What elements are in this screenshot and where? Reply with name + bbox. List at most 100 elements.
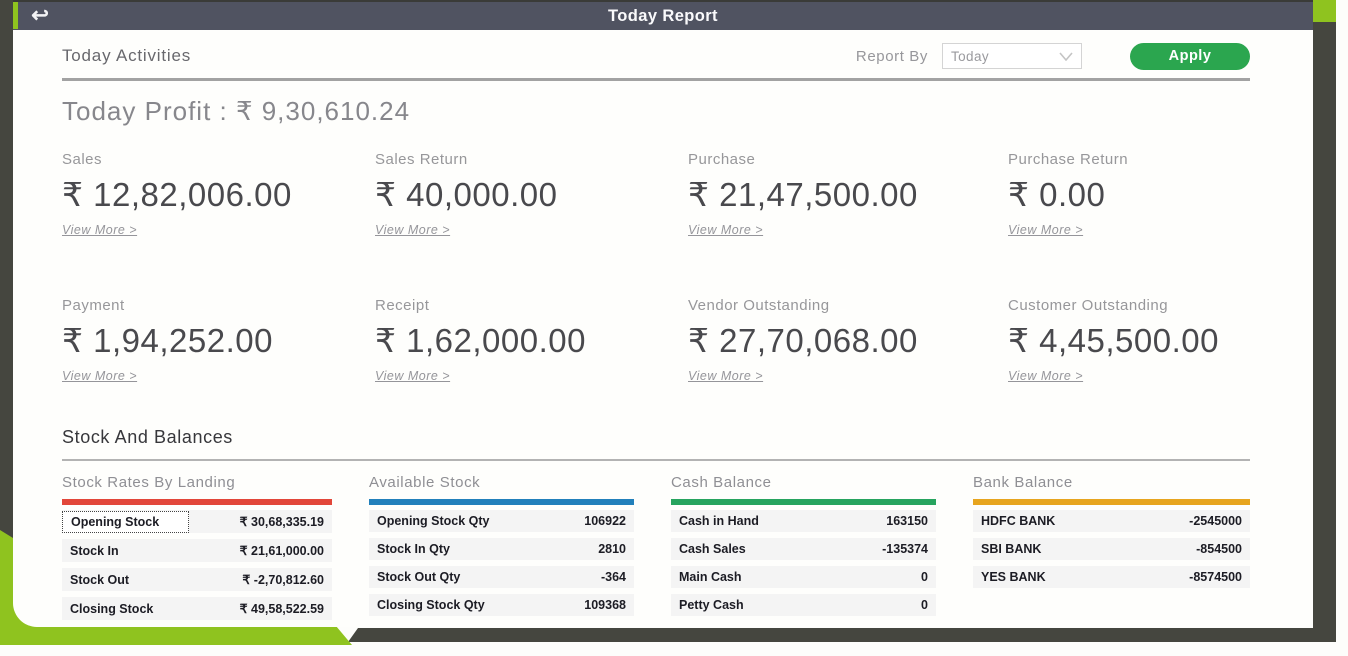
- chevron-down-icon: [1059, 51, 1073, 61]
- row-value: -2545000: [1189, 514, 1242, 528]
- row-label: HDFC BANK: [981, 514, 1056, 528]
- row-label: Cash Sales: [679, 542, 746, 556]
- green-corner-top-right: [1313, 0, 1336, 22]
- row-label: Stock In Qty: [377, 542, 450, 556]
- table-row[interactable]: Cash in Hand 163150: [671, 510, 936, 532]
- row-value: ₹ 30,68,335.19: [239, 515, 324, 529]
- table-row[interactable]: HDFC BANK -2545000: [973, 510, 1250, 532]
- table-row[interactable]: Cash Sales -135374: [671, 538, 936, 560]
- view-more-link[interactable]: View More >: [375, 223, 451, 237]
- row-value: 106922: [584, 514, 626, 528]
- metric-value: ₹ 4,45,500.00: [1008, 322, 1219, 359]
- metric-sales-return: Sales Return ₹ 40,000.00 View More >: [375, 151, 688, 239]
- row-value: ₹ 49,58,522.59: [239, 602, 324, 616]
- view-more-link[interactable]: View More >: [1008, 223, 1084, 237]
- row-label: Petty Cash: [679, 598, 744, 612]
- row-label: Stock Out: [70, 572, 130, 587]
- bottom-band-dark: [348, 628, 1336, 642]
- metric-purchase-return: Purchase Return ₹ 0.00 View More >: [1008, 151, 1250, 239]
- report-by-selected-value: Today: [951, 48, 990, 64]
- table-row[interactable]: Stock In ₹ 21,61,000.00: [62, 539, 332, 562]
- table-available-stock: Available Stock Opening Stock Qty 106922…: [369, 474, 634, 626]
- section-title-today-activities: Today Activities: [62, 46, 192, 65]
- apply-button[interactable]: Apply: [1130, 42, 1250, 70]
- row-value: -364: [600, 570, 626, 584]
- metric-label: Payment: [62, 297, 125, 314]
- metric-value: ₹ 1,62,000.00: [375, 322, 586, 359]
- metric-value: ₹ 21,47,500.00: [688, 176, 918, 213]
- back-icon[interactable]: ↩: [31, 4, 49, 27]
- table-row[interactable]: Closing Stock Qty 109368: [369, 594, 634, 616]
- view-more-link[interactable]: View More >: [688, 223, 764, 237]
- row-value: -854500: [1196, 542, 1242, 556]
- table-accent-bar: [973, 499, 1250, 505]
- metric-receipt: Receipt ₹ 1,62,000.00 View More >: [375, 297, 688, 385]
- metric-customer-outstanding: Customer Outstanding ₹ 4,45,500.00 View …: [1008, 297, 1250, 385]
- table-row[interactable]: Petty Cash 0: [671, 594, 936, 616]
- row-value: 163150: [886, 514, 928, 528]
- row-label: YES BANK: [981, 570, 1046, 584]
- metric-label: Customer Outstanding: [1008, 297, 1169, 314]
- table-cash-balance: Cash Balance Cash in Hand 163150 Cash Sa…: [671, 474, 936, 626]
- table-title: Stock Rates By Landing: [62, 474, 236, 491]
- report-card: Today Activities Report By Today Apply T…: [13, 30, 1313, 627]
- table-row[interactable]: Opening Stock Qty 106922: [369, 510, 634, 532]
- stock-section-divider: [62, 459, 1250, 461]
- row-value: 109368: [584, 598, 626, 612]
- row-value: 0: [921, 598, 928, 612]
- metric-value: ₹ 12,82,006.00: [62, 176, 292, 213]
- table-row[interactable]: Main Cash 0: [671, 566, 936, 588]
- report-by-label: Report By: [855, 47, 928, 65]
- metric-label: Sales Return: [375, 151, 468, 168]
- table-accent-bar: [369, 499, 634, 505]
- metric-sales: Sales ₹ 12,82,006.00 View More >: [62, 151, 375, 239]
- metric-purchase: Purchase ₹ 21,47,500.00 View More >: [688, 151, 1008, 239]
- frame-left-strip: [0, 0, 13, 642]
- metric-label: Sales: [62, 151, 103, 168]
- today-profit-heading: Today Profit : ₹ 9,30,610.24: [62, 96, 411, 126]
- toolbar: Today Activities Report By Today Apply: [62, 42, 1250, 70]
- table-title: Available Stock: [369, 474, 481, 491]
- metric-label: Purchase: [688, 151, 756, 168]
- metric-value: ₹ 40,000.00: [375, 176, 558, 213]
- table-row[interactable]: Stock In Qty 2810: [369, 538, 634, 560]
- row-label: Opening Stock Qty: [377, 514, 490, 528]
- row-label: Stock Out Qty: [377, 570, 461, 584]
- row-label: Closing Stock: [70, 601, 154, 616]
- table-title: Bank Balance: [973, 474, 1073, 491]
- view-more-link[interactable]: View More >: [62, 223, 138, 237]
- frame-right-strip: [1313, 22, 1336, 642]
- row-value: 2810: [598, 542, 626, 556]
- row-label: Closing Stock Qty: [377, 598, 485, 612]
- metric-payment: Payment ₹ 1,94,252.00 View More >: [62, 297, 375, 385]
- view-more-link[interactable]: View More >: [62, 369, 138, 383]
- row-label: Main Cash: [679, 570, 742, 584]
- row-label: Cash in Hand: [679, 514, 759, 528]
- view-more-link[interactable]: View More >: [375, 369, 451, 383]
- table-row[interactable]: Closing Stock ₹ 49,58,522.59: [62, 597, 332, 620]
- table-row[interactable]: SBI BANK -854500: [973, 538, 1250, 560]
- metric-value: ₹ 27,70,068.00: [688, 322, 918, 359]
- green-wedge-left: [0, 530, 13, 645]
- metrics-grid: Sales ₹ 12,82,006.00 View More > Sales R…: [62, 151, 1250, 385]
- row-label-focused[interactable]: Opening Stock: [62, 510, 189, 533]
- row-value: ₹ 21,61,000.00: [239, 544, 324, 558]
- metric-value: ₹ 0.00: [1008, 176, 1106, 213]
- metric-label: Purchase Return: [1008, 151, 1129, 168]
- row-label: Stock In: [70, 543, 119, 558]
- table-title: Cash Balance: [671, 474, 772, 491]
- toolbar-divider: [62, 78, 1250, 81]
- metric-value: ₹ 1,94,252.00: [62, 322, 273, 359]
- bottom-band-green: [0, 626, 352, 645]
- metric-label: Vendor Outstanding: [688, 297, 830, 314]
- page-title: Today Report: [608, 6, 718, 25]
- title-bar: ↩ Today Report: [13, 2, 1313, 30]
- report-by-select[interactable]: Today: [942, 43, 1082, 69]
- table-row[interactable]: Stock Out Qty -364: [369, 566, 634, 588]
- view-more-link[interactable]: View More >: [688, 369, 764, 383]
- table-row[interactable]: Stock Out ₹ -2,70,812.60: [62, 568, 332, 591]
- view-more-link[interactable]: View More >: [1008, 369, 1084, 383]
- table-row[interactable]: Opening Stock ₹ 30,68,335.19: [62, 510, 332, 533]
- table-row[interactable]: YES BANK -8574500: [973, 566, 1250, 588]
- table-stock-rates-by-landing: Stock Rates By Landing Opening Stock ₹ 3…: [62, 474, 332, 626]
